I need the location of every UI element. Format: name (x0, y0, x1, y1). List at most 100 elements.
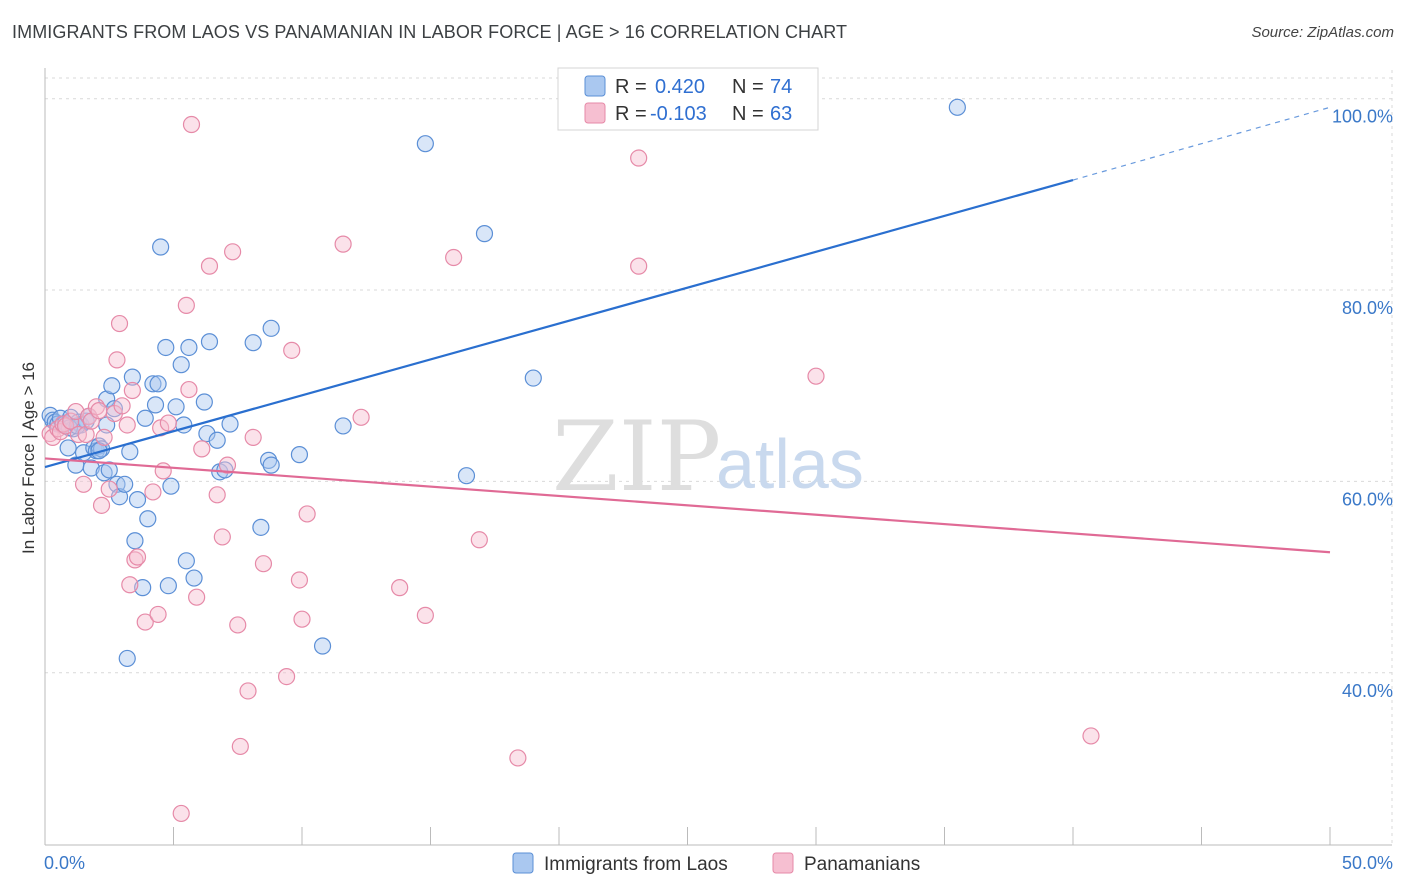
panamanian-point (224, 243, 242, 261)
panamanian-point (200, 257, 219, 275)
panamanian-point (218, 456, 237, 474)
laos-point (159, 577, 177, 595)
panamanian-point (509, 749, 527, 767)
laos-point (457, 467, 476, 485)
series-legend-swatch-panamanians (772, 852, 794, 874)
laos-point (121, 443, 139, 461)
series-legend-swatch-laos (512, 852, 534, 874)
laos-point (185, 569, 203, 587)
laos-point (134, 579, 152, 597)
laos-point (524, 369, 542, 387)
trend-lines (44, 106, 1331, 554)
panamanian-point (213, 528, 231, 546)
panamanian-point (193, 440, 211, 458)
panamanian-point (188, 588, 206, 606)
legend-n-label-2: N = (732, 103, 764, 125)
legend-n-value-1: 74 (770, 76, 792, 98)
panamanian-point (110, 314, 129, 333)
panamanian-point (123, 381, 141, 400)
laos-point (208, 431, 226, 449)
laos-point (118, 649, 136, 668)
laos-point (221, 415, 239, 433)
laos-point (123, 368, 141, 386)
laos-point (475, 225, 494, 243)
y-tick-label: 60.0% (1342, 489, 1393, 509)
panamanian-point (128, 548, 147, 566)
laos-point (146, 396, 165, 414)
panamanian-point (229, 616, 247, 634)
laos-point (200, 333, 219, 351)
laos-point (149, 375, 167, 393)
grid-lines (45, 70, 1393, 845)
series-legend-label-laos: Immigrants from Laos (544, 854, 728, 875)
panamanian-point (100, 480, 118, 498)
laos-point (259, 451, 278, 469)
laos-point (167, 398, 185, 416)
panamanian-point (92, 496, 111, 514)
panamanian-point (416, 606, 434, 624)
laos-point (195, 393, 213, 411)
laos-point (100, 461, 118, 479)
panamanian-point (1082, 727, 1100, 745)
panamanian-point (126, 551, 144, 569)
laos-point (198, 424, 216, 443)
laos-trend-extension (1072, 106, 1331, 181)
laos-point (334, 417, 352, 435)
laos-point (152, 238, 170, 256)
axes: 40.0% 60.0% 80.0% 100.0% 0.0% 50.0% (44, 68, 1393, 873)
panamanian-point (113, 397, 131, 415)
panamanian-point (391, 579, 409, 597)
panamanian-point (277, 668, 296, 686)
panamanian-point (470, 531, 488, 549)
panamanian-trend-line (44, 457, 1331, 554)
legend-swatch-blue (584, 75, 606, 97)
panamanian-point (74, 475, 93, 493)
panamanian-point (67, 402, 85, 421)
watermark-zip: ZIP (552, 401, 721, 513)
panamanian-point (231, 737, 249, 756)
laos-point (139, 510, 157, 528)
laos-point (136, 409, 154, 427)
panamanian-point (254, 555, 273, 573)
laos-point (948, 98, 966, 116)
laos-point (157, 338, 175, 357)
laos-point (162, 477, 180, 495)
laos-trend-line (44, 178, 1074, 469)
panamanian-point (334, 235, 352, 253)
y-tick-label: 100.0% (1332, 107, 1393, 127)
y-tick-label: 40.0% (1342, 681, 1393, 701)
panamanian-point (180, 380, 198, 399)
legend-r-label-1: R = (615, 76, 647, 98)
panamanian-point (290, 571, 309, 589)
panamanian-point (95, 428, 113, 447)
laos-point (126, 532, 144, 550)
laos-point (244, 334, 262, 352)
laos-point (180, 338, 198, 357)
laos-point (82, 459, 100, 477)
laos-point (262, 456, 280, 474)
watermark: ZIP atlas (552, 401, 864, 513)
panamanian-point (144, 483, 162, 501)
panamanian-point (630, 149, 648, 167)
laos-point (252, 518, 270, 536)
panamanian-point (90, 402, 108, 420)
legend-n-label-1: N = (732, 76, 764, 98)
laos-point (416, 135, 434, 153)
laos-point (290, 446, 309, 464)
panamanian-point (208, 486, 226, 504)
panamanian-point (108, 351, 126, 369)
panamanian-point (118, 416, 136, 434)
correlation-legend: R = 0.420 N = 74 R = -0.103 N = 63 (557, 67, 819, 131)
laos-point (172, 356, 190, 374)
legend-r-value-2: -0.103 (650, 103, 707, 125)
x-tick-label: 50.0% (1342, 853, 1393, 873)
panamanian-point (154, 462, 172, 480)
panamanian-point (136, 613, 154, 631)
laos-point (116, 475, 134, 493)
panamanian-point (182, 115, 201, 134)
panamanian-point (298, 505, 316, 523)
series-legend: Immigrants from Laos Panamanians (512, 852, 920, 875)
panamanian-point (445, 248, 463, 267)
panamanian-point (244, 428, 262, 447)
